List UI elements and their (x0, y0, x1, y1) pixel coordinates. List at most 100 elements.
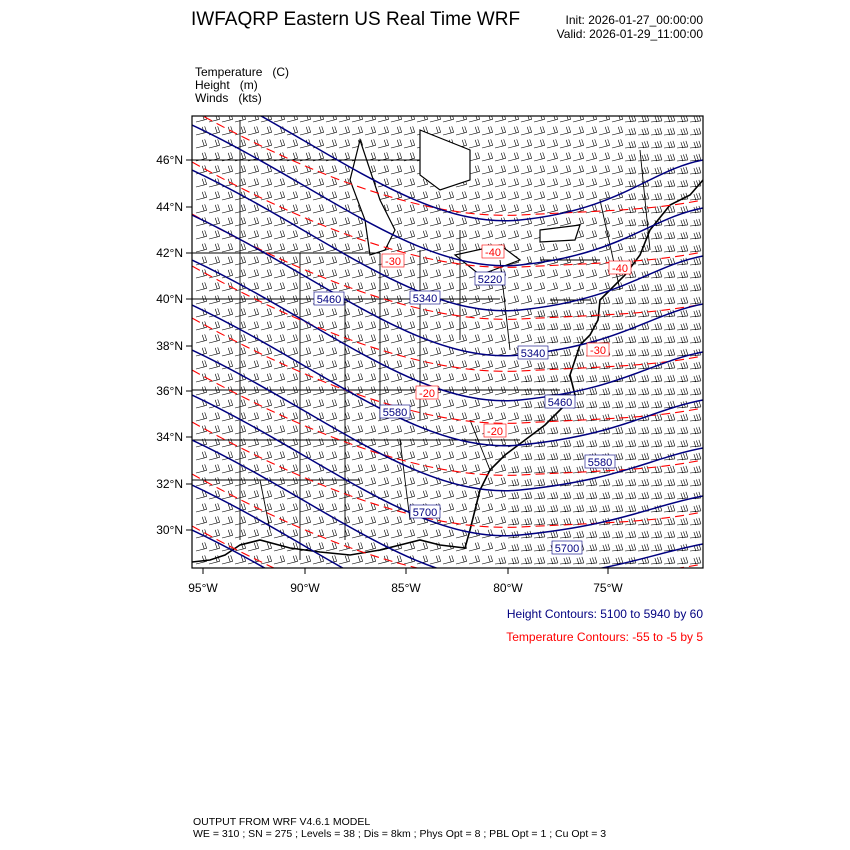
wind-barb (390, 451, 402, 461)
temperature-legend: Temperature Contours: -55 to -5 by 5 (506, 630, 703, 644)
wind-barb (286, 386, 298, 396)
wind-barb (455, 230, 467, 240)
wind-barb (247, 308, 259, 318)
wind-barb (195, 243, 207, 253)
wind-barb (637, 374, 650, 383)
wind-barb (520, 478, 533, 487)
wind-barb (533, 387, 546, 396)
wind-barb (325, 360, 337, 370)
wind-barb (663, 231, 676, 240)
wind-barb (559, 374, 572, 383)
wind-barb (533, 491, 546, 500)
wind-barb (637, 283, 650, 292)
wind-barb (416, 191, 428, 201)
wind-barb (208, 373, 220, 383)
wind-barb (598, 116, 610, 123)
wind-barb (260, 425, 272, 435)
wind-barb (377, 477, 389, 487)
wind-barb (533, 361, 546, 370)
wind-barb (689, 517, 702, 526)
wind-barb (650, 296, 663, 305)
wind-barb (611, 400, 624, 409)
wind-barb (455, 464, 467, 474)
wind-barb (559, 517, 572, 526)
wind-barb (507, 412, 519, 422)
wind-barb (663, 322, 676, 331)
wind-barb (624, 166, 637, 175)
wind-barb (520, 439, 533, 448)
wind-barb (663, 335, 676, 344)
height-label-box (551, 540, 583, 555)
wind-barb (676, 140, 689, 149)
wind-barb (338, 529, 350, 539)
wind-barb (546, 204, 558, 214)
wind-barb (260, 347, 272, 357)
wind-barb (546, 530, 559, 539)
wind-barb (650, 257, 663, 266)
wind-barb (663, 556, 676, 565)
wind-barb (689, 335, 702, 344)
wind-barb (273, 165, 285, 175)
height-contour (259, 116, 703, 222)
wind-barb (351, 503, 363, 513)
wind-barb (286, 542, 298, 552)
wind-barb (507, 491, 520, 500)
wind-barb (611, 322, 624, 331)
wind-barb (676, 231, 689, 240)
wind-barb (585, 296, 598, 305)
wind-barb (611, 126, 623, 136)
wind-barb (663, 283, 676, 292)
wind-barb (650, 153, 663, 162)
wind-barb (689, 426, 702, 435)
wind-barb (455, 321, 467, 331)
wind-barb (442, 516, 454, 526)
wind-barb (455, 516, 467, 526)
wind-barb (390, 347, 402, 357)
wind-barb (208, 334, 220, 344)
wind-barb (442, 425, 454, 435)
wind-barb (572, 139, 584, 149)
wind-barb (273, 321, 285, 331)
wind-barb (546, 426, 559, 435)
wind-barb (676, 166, 689, 175)
wind-barb (208, 412, 220, 422)
temperature-label-box (381, 253, 405, 268)
wind-barb (299, 126, 311, 136)
height-contours (192, 116, 703, 568)
wind-barb (403, 308, 415, 318)
wind-barb (689, 452, 702, 461)
wind-barb (598, 191, 610, 201)
wind-barb (611, 439, 624, 448)
wind-barb (650, 504, 663, 513)
wind-barb (481, 295, 493, 305)
wind-barb (260, 191, 272, 201)
wind-barb (559, 439, 572, 448)
wind-barb (247, 230, 259, 240)
wind-barb (494, 191, 506, 201)
wind-barb (429, 269, 441, 279)
wind-barb (221, 295, 233, 305)
wind-barb (416, 360, 428, 370)
wind-barb (637, 309, 650, 318)
wind-barb (429, 191, 441, 201)
wind-barb (403, 269, 415, 279)
wind-barb (663, 491, 676, 500)
wind-barb (637, 517, 650, 526)
wind-barb (195, 412, 207, 422)
wind-barb (403, 126, 415, 136)
wind-barb (468, 399, 480, 409)
wind-barb (637, 218, 650, 227)
wind-barb (299, 399, 311, 409)
wind-barb (676, 556, 689, 565)
wind-barb (624, 348, 637, 357)
wind-barb (416, 464, 428, 474)
wind-barb (520, 295, 532, 305)
wind-barb (247, 256, 259, 266)
wind-barb (650, 270, 663, 279)
wind-barb (676, 335, 689, 344)
wind-barb (624, 530, 637, 539)
wind-barb (403, 230, 415, 240)
height-contour (192, 259, 703, 402)
wind-barb (351, 542, 363, 552)
wind-barb (689, 218, 702, 227)
